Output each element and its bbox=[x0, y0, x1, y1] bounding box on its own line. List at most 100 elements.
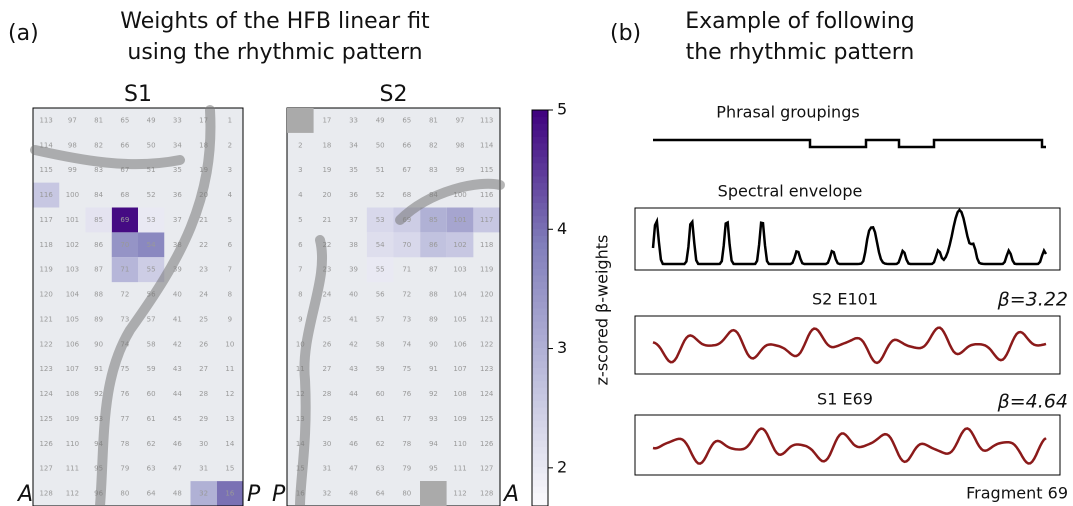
electrode-label: 85 bbox=[94, 216, 103, 224]
colorbar-swatch bbox=[532, 400, 548, 408]
electrode-label: 21 bbox=[199, 216, 208, 224]
beta: β=4.64 bbox=[997, 391, 1068, 413]
colorbar-swatch bbox=[532, 169, 548, 177]
electrode-label: 83 bbox=[429, 166, 438, 174]
frame bbox=[634, 315, 1061, 375]
colorbar-swatch bbox=[532, 136, 548, 144]
electrode-label: 22 bbox=[199, 241, 208, 249]
electrode-label: 3 bbox=[228, 166, 232, 174]
beta: β=3.22 bbox=[997, 289, 1068, 311]
electrode-label: 51 bbox=[376, 166, 385, 174]
missing-electrode bbox=[420, 481, 447, 506]
colorbar-swatch bbox=[532, 195, 548, 203]
orientation: P bbox=[247, 482, 261, 506]
electrode-label: 4 bbox=[228, 191, 233, 199]
colorbar-swatch bbox=[532, 202, 548, 210]
sulcus bbox=[295, 235, 328, 506]
electrode-label: 78 bbox=[402, 440, 411, 448]
electrode-label: 99 bbox=[68, 166, 77, 174]
weight-cell bbox=[420, 207, 447, 233]
electrode-label: 111 bbox=[453, 465, 466, 473]
electrode-label: 2 bbox=[298, 141, 302, 149]
electrode-label: 56 bbox=[376, 291, 385, 299]
electrode-label: 58 bbox=[376, 340, 385, 348]
electrode-label: 93 bbox=[429, 415, 438, 423]
electrode-label: 125 bbox=[39, 415, 52, 423]
colorbar-swatch bbox=[532, 255, 548, 263]
electrode-label: 107 bbox=[66, 365, 79, 373]
electrode-label: 57 bbox=[376, 315, 385, 323]
electrode-label: 119 bbox=[39, 266, 52, 274]
electrode-label: 127 bbox=[39, 465, 52, 473]
electrode-label: 124 bbox=[480, 390, 494, 398]
colorbar-swatch bbox=[532, 407, 548, 415]
electrode-label: 77 bbox=[402, 415, 411, 423]
electrode-label: 80 bbox=[402, 490, 411, 498]
electrode-label: 107 bbox=[453, 365, 466, 373]
electrode-label: 125 bbox=[480, 415, 493, 423]
frame bbox=[634, 207, 1061, 271]
colorbar-swatch bbox=[532, 143, 548, 151]
electrode-label: 13 bbox=[296, 415, 305, 423]
colorbar-tick-label: 3 bbox=[557, 338, 567, 357]
electrode-label: 8 bbox=[228, 291, 232, 299]
electrode-label: 4 bbox=[298, 191, 303, 199]
electrode-label: 126 bbox=[39, 440, 53, 448]
electrode-label: 28 bbox=[322, 390, 331, 398]
electrode-label: 91 bbox=[429, 365, 438, 373]
electrode-label: 30 bbox=[322, 440, 331, 448]
colorbar-swatch bbox=[532, 453, 548, 461]
electrode-label: 66 bbox=[120, 141, 129, 149]
electrode-label: 24 bbox=[199, 291, 208, 299]
envelope-line bbox=[651, 208, 1048, 266]
weight-cell bbox=[111, 207, 138, 233]
grid-bg bbox=[287, 108, 500, 506]
colorbar-swatch bbox=[532, 341, 548, 349]
electrode-label: 32 bbox=[199, 490, 208, 498]
electrode-label: 111 bbox=[66, 465, 79, 473]
colorbar-swatch bbox=[532, 347, 548, 355]
colorbar-swatch bbox=[532, 248, 548, 256]
electrode-label: 101 bbox=[453, 216, 466, 224]
subtitle: Phrasal groupings bbox=[716, 103, 859, 122]
colorbar-swatch bbox=[532, 308, 548, 316]
electrode-label: 36 bbox=[173, 191, 182, 199]
title: the rhythmic pattern bbox=[686, 40, 915, 65]
frame bbox=[634, 414, 1061, 476]
colorbar-swatch bbox=[532, 473, 548, 481]
electrode-label: 82 bbox=[429, 141, 438, 149]
electrode-label: 71 bbox=[120, 266, 129, 274]
colorbar-swatch bbox=[532, 116, 548, 124]
electrode-label: 101 bbox=[66, 216, 79, 224]
colorbar-swatch bbox=[532, 374, 548, 382]
weight-cell bbox=[111, 232, 138, 258]
colorbar-swatch bbox=[532, 275, 548, 283]
electrode-label: 37 bbox=[349, 216, 358, 224]
weight-cell bbox=[366, 232, 394, 258]
electrode-label: 62 bbox=[147, 440, 156, 448]
electrode-label: 102 bbox=[453, 241, 466, 249]
electrode-label: 12 bbox=[296, 390, 305, 398]
electrode-label: 70 bbox=[120, 241, 129, 249]
electrode-label: 12 bbox=[225, 390, 234, 398]
sulcus bbox=[395, 178, 505, 225]
electrode-label: 33 bbox=[349, 116, 358, 124]
electrode-label: 79 bbox=[402, 465, 411, 473]
subtitle: Spectral envelope bbox=[718, 182, 863, 201]
electrode-label: 25 bbox=[199, 315, 208, 323]
colorbar-tick-label: 5 bbox=[557, 100, 567, 119]
electrode-label: 114 bbox=[480, 141, 494, 149]
colorbar-swatch bbox=[532, 301, 548, 309]
weight-cell bbox=[446, 207, 474, 233]
electrode-label: 8 bbox=[298, 291, 302, 299]
electrode-label: 9 bbox=[228, 315, 232, 323]
electrode-label: 64 bbox=[147, 490, 156, 498]
colorbar-swatch bbox=[532, 426, 548, 434]
electrode-label: 83 bbox=[94, 166, 103, 174]
weight-cell bbox=[420, 232, 447, 258]
electrode-label: 65 bbox=[120, 116, 129, 124]
colorbar-swatch bbox=[532, 393, 548, 401]
electrode-label: 113 bbox=[480, 116, 493, 124]
colorbar-swatch bbox=[532, 123, 548, 131]
electrode-label: 109 bbox=[66, 415, 79, 423]
